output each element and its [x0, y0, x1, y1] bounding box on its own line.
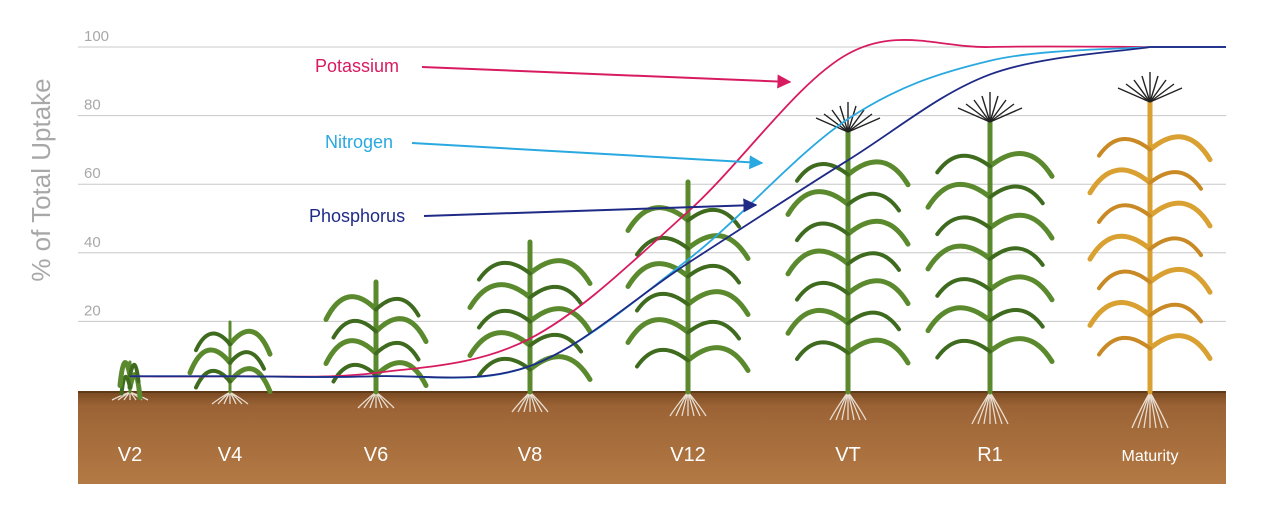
stage-label-r1: R1	[977, 444, 1003, 466]
series-annotations: Potassium Nitrogen Phosphorus	[309, 56, 792, 226]
plant-vt	[785, 102, 911, 421]
plants	[111, 72, 1213, 429]
series-arrow-phosphorus	[423, 198, 758, 217]
series-label-phosphorus: Phosphorus	[309, 206, 405, 226]
stage-label-v6: V6	[364, 444, 388, 466]
plant-maturity	[1087, 72, 1213, 429]
series-label-nitrogen: Nitrogen	[325, 132, 393, 152]
y-tick-label: 60	[84, 165, 101, 182]
soil	[78, 392, 1226, 484]
y-tick-label: 40	[84, 234, 101, 251]
stage-label-v4: V4	[218, 444, 242, 466]
series-line-phosphorus	[130, 46, 1226, 379]
y-tick-label: 20	[84, 302, 101, 319]
gridlines	[78, 46, 1226, 322]
series-label-potassium: Potassium	[315, 56, 399, 76]
stage-label-v8: V8	[518, 444, 542, 466]
y-tick-label: 100	[84, 28, 109, 45]
stage-label-maturity: Maturity	[1122, 448, 1179, 465]
y-axis-label: % of Total Uptake	[26, 78, 56, 281]
y-tick-label: 80	[84, 97, 101, 114]
stage-label-vt: VT	[835, 444, 861, 466]
plant-v6	[323, 279, 429, 409]
plant-v8	[467, 239, 593, 413]
stage-label-v2: V2	[118, 444, 142, 466]
plant-r1	[925, 92, 1055, 425]
series-arrow-potassium	[421, 66, 792, 89]
plant-v12	[625, 179, 751, 417]
series-arrow-nitrogen	[411, 142, 764, 170]
stage-labels: V2 V4 V6 V8 V12 VT R1 Maturity	[118, 444, 1179, 466]
series-lines	[129, 39, 1226, 379]
y-tick-labels: 20 40 60 80 100	[84, 28, 109, 319]
stage-label-v12: V12	[670, 444, 706, 466]
